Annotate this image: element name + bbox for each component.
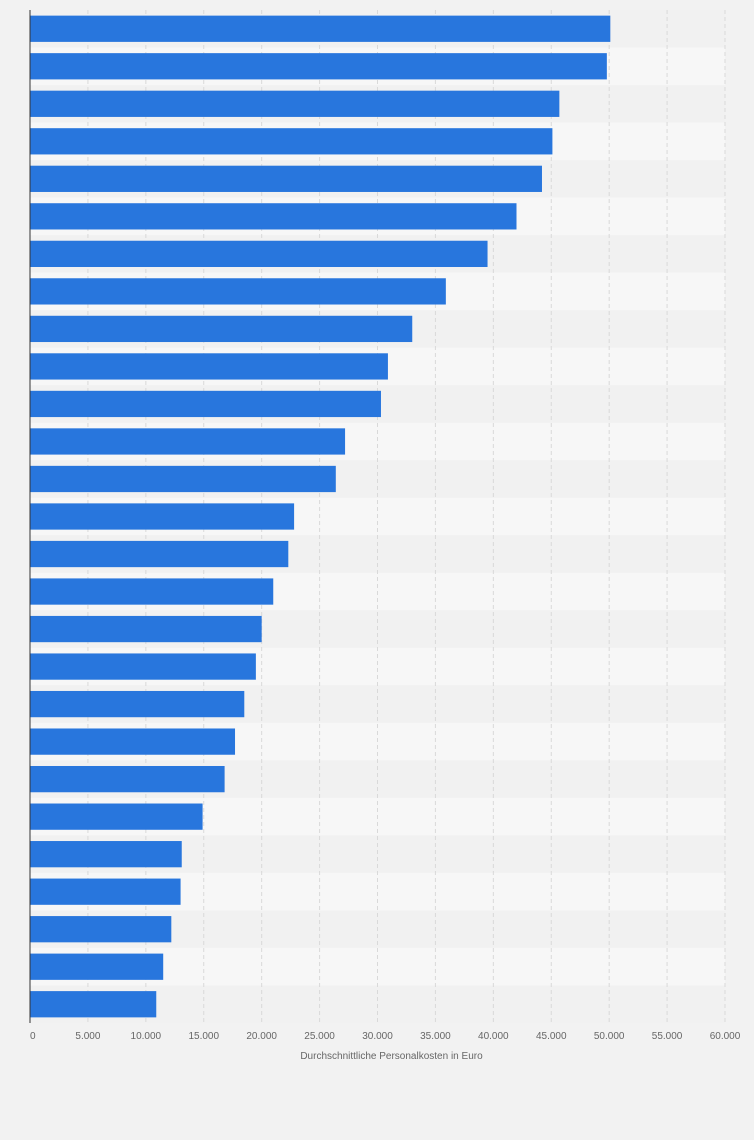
- x-tick-label: 50.000: [594, 1031, 625, 1042]
- bar: [30, 390, 381, 418]
- bar: [30, 615, 262, 643]
- bar: [30, 653, 256, 680]
- bar: [30, 953, 164, 980]
- x-tick-label: 35.000: [420, 1031, 451, 1042]
- bar: [30, 353, 388, 380]
- x-tick-label: 45.000: [536, 1031, 567, 1042]
- bar: [30, 690, 245, 718]
- bar: [30, 578, 274, 605]
- bar: [30, 165, 542, 192]
- x-axis-title: Durchschnittliche Personalkosten in Euro: [300, 1051, 483, 1062]
- bar: [30, 841, 182, 868]
- bar: [30, 15, 611, 42]
- bar: [30, 991, 157, 1018]
- bar: [30, 803, 203, 830]
- x-tick-label: 10.000: [131, 1031, 162, 1042]
- x-tick-label: 15.000: [188, 1031, 219, 1042]
- bar: [30, 278, 446, 305]
- bar: [30, 503, 295, 530]
- x-tick-label: 30.000: [362, 1031, 393, 1042]
- x-tick-label: 40.000: [478, 1031, 509, 1042]
- bar: [30, 315, 413, 343]
- bar: [30, 128, 553, 155]
- x-tick-label: 60.000: [710, 1031, 741, 1042]
- x-tick-label: 25.000: [304, 1031, 335, 1042]
- x-tick-labels: 0 5.000 10.000 15.000 20.000 25.000 30.000 35.0…: [30, 1031, 741, 1042]
- x-tick-label: 5.000: [75, 1031, 100, 1042]
- bar: [30, 240, 488, 268]
- bars: [30, 15, 611, 1018]
- x-tick-label: 55.000: [652, 1031, 683, 1042]
- bar: [30, 540, 289, 568]
- x-tick-label: 0: [30, 1031, 36, 1042]
- bar: [30, 916, 172, 943]
- x-tick-label: 20.000: [246, 1031, 277, 1042]
- bar: [30, 878, 181, 905]
- bar: [30, 90, 560, 117]
- bar: [30, 428, 346, 455]
- bar: [30, 203, 517, 230]
- bar: [30, 728, 236, 755]
- bar: [30, 465, 336, 493]
- bar: [30, 53, 607, 80]
- bar: [30, 765, 225, 793]
